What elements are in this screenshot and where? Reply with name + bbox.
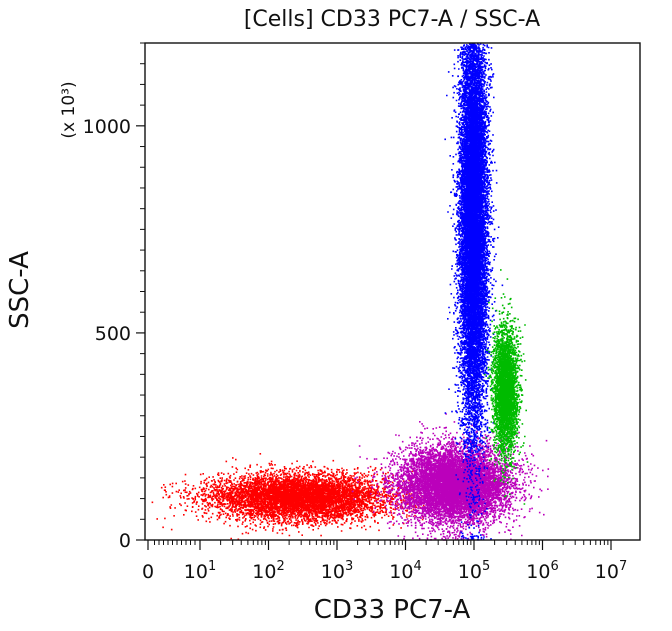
- x-axis-ticks: 0 101 102 103 104 105 106 107: [142, 540, 627, 583]
- x-tick-label: 0: [142, 561, 154, 583]
- y-tick-label: 0: [119, 530, 131, 552]
- x-tick-label: 105: [458, 559, 490, 583]
- population-1: [351, 413, 550, 541]
- x-axis-label: CD33 PC7-A: [314, 595, 471, 625]
- x-tick-label: 106: [526, 559, 558, 583]
- x-tick-label: 101: [184, 559, 216, 583]
- population-1-events: [351, 413, 550, 541]
- y-tick-label: 1000: [83, 116, 131, 138]
- x-tick-label: 102: [252, 559, 284, 583]
- chart-title: [Cells] CD33 PC7-A / SSC-A: [244, 7, 540, 32]
- population-3: [484, 269, 529, 505]
- y-multiplier-label: (x 10³): [59, 81, 79, 138]
- y-tick-label: 500: [95, 323, 131, 345]
- population-2: [444, 43, 504, 541]
- scatter-points: [151, 43, 550, 541]
- y-axis-ticks: 0 500 1000: [83, 42, 145, 552]
- y-axis-label: SSC-A: [5, 251, 35, 329]
- population-0-events: [151, 453, 476, 541]
- population-3-events: [484, 269, 529, 505]
- x-tick-label: 103: [321, 559, 353, 583]
- population-2-events: [444, 43, 504, 541]
- population-0: [151, 453, 476, 541]
- x-tick-label: 107: [595, 559, 627, 583]
- x-tick-label: 104: [389, 559, 421, 583]
